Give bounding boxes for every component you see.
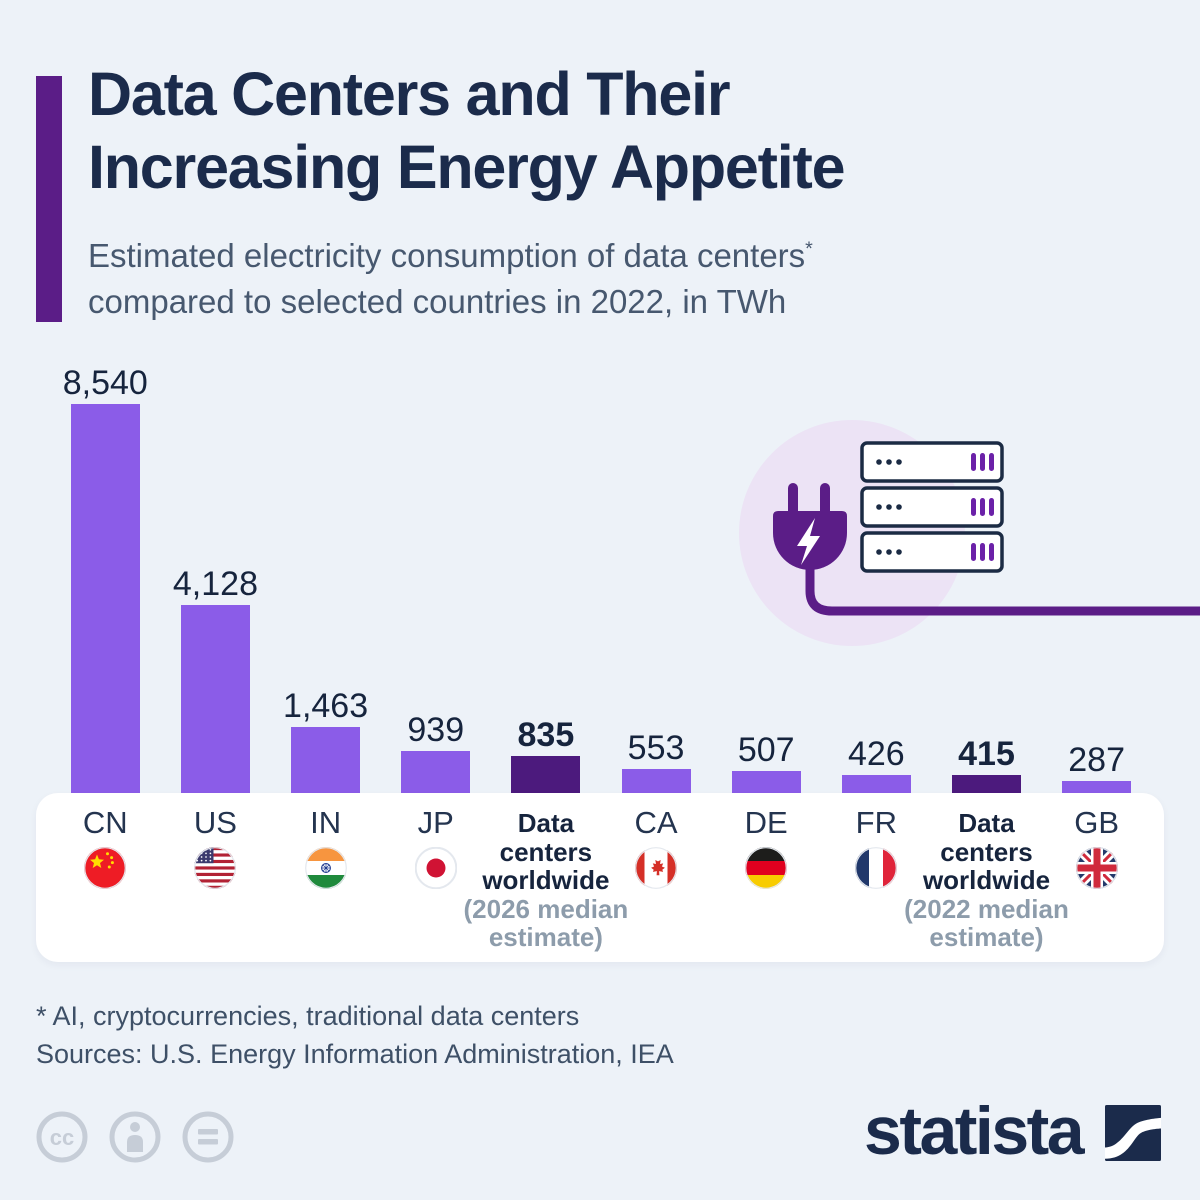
datacenter-plug-illustration [739, 420, 1200, 646]
group-label-line: centers [940, 836, 1033, 867]
lightning-bolt-icon [797, 518, 820, 565]
bar-fr [841, 775, 911, 794]
value-label-jp: 939 [407, 711, 465, 749]
value-label-de: 507 [737, 731, 795, 769]
value-label-cn: 8,540 [62, 364, 148, 402]
cc-icon: cc [36, 1111, 88, 1163]
server-unit-1 [860, 441, 1004, 483]
group-label-line: centers [499, 836, 593, 867]
title-line-1: Data Centers and Their [88, 60, 731, 128]
statista-mark-icon [1105, 1105, 1161, 1161]
value-label-gb: 287 [1068, 741, 1125, 779]
axis-label-jp: JP [376, 805, 496, 890]
axis-label-in: IN [266, 807, 386, 889]
axis-label-us: US [155, 807, 275, 889]
flag-ca-icon [635, 847, 678, 889]
group-sublabel-line: (2026 median [463, 893, 629, 924]
axis-label-de: DE [706, 807, 826, 889]
axis-label-data-centers-worldwide-2022-median-estimate: Data centers worldwide (2022 median estimate… [887, 809, 1087, 952]
bar-de [731, 771, 801, 794]
flag-de-icon [745, 847, 788, 889]
license-icons: cc [36, 1111, 234, 1163]
country-code-cn: CN [82, 805, 128, 840]
statista-wordmark: statista [864, 1093, 1085, 1169]
title-line-2: Increasing Energy Appetite [88, 133, 846, 201]
bar-cn [70, 404, 140, 794]
axis-label-ca: CA [596, 807, 716, 889]
flag-jp-icon [414, 846, 458, 890]
bar-data-centers-worldwide-2026-median-estimate [511, 756, 581, 794]
bar-jp [401, 751, 471, 794]
group-sublabel-line: (2022 median [904, 893, 1069, 924]
value-label-fr: 426 [847, 735, 905, 773]
country-code-gb: GB [1074, 805, 1120, 840]
server-rack-icon [860, 441, 1004, 573]
country-code-jp: JP [417, 805, 454, 840]
server-unit-2 [860, 486, 1004, 528]
subtitle-line-2: compared to selected countries in 2022, … [88, 283, 787, 320]
title-accent-bar [36, 76, 62, 322]
axis-label-fr: FR [816, 807, 936, 889]
flag-fr-icon [855, 847, 898, 889]
value-label-us: 4,128 [172, 565, 258, 603]
group-sublabel-line: estimate) [488, 922, 603, 952]
bar-data-centers-worldwide-2022-median-estimate [952, 775, 1021, 794]
page-title: Data Centers and Their Increasing Energy… [88, 58, 1138, 204]
country-code-us: US [193, 805, 237, 840]
sources-line: Sources: U.S. Energy Information Adminis… [36, 1039, 674, 1069]
country-code-in: IN [310, 805, 342, 840]
no-derivatives-equals-icon [182, 1111, 234, 1163]
axis-label-gb: GB [1037, 807, 1157, 889]
subtitle-line-1: Estimated electricity consumption of dat… [88, 237, 806, 274]
flag-in-icon [304, 847, 347, 889]
server-unit-3 [860, 531, 1004, 573]
value-label-ca: 553 [627, 729, 685, 767]
value-label-in: 1,463 [283, 687, 369, 725]
attribution-person-icon [109, 1111, 161, 1163]
flag-gb-icon [1075, 847, 1118, 889]
group-label-line: Data [958, 808, 1015, 838]
bar-us [180, 605, 250, 794]
axis-label-cn: CN [45, 807, 165, 889]
group-label-line: Data [517, 808, 575, 838]
bar-in [291, 727, 361, 794]
group-label-line: worldwide [482, 865, 610, 895]
group-sublabel-line: estimate) [929, 922, 1044, 952]
power-plug-icon [773, 483, 847, 570]
axis-label-data-centers-worldwide-2026-median-estimate: Data centers worldwide (2026 median estimate… [446, 809, 646, 952]
footnote-asterisk: * [805, 238, 813, 260]
flag-us-icon [194, 847, 237, 889]
value-label-data-centers-worldwide-2022-median-estimate: 415 [958, 735, 1015, 773]
bar-gb [1062, 781, 1132, 794]
group-label-line: worldwide [922, 865, 1051, 895]
country-code-de: DE [744, 805, 788, 840]
footnote: * AI, cryptocurrencies, traditional data… [36, 1001, 580, 1031]
country-code-fr: FR [855, 805, 897, 840]
flag-cn-icon [84, 847, 127, 889]
country-code-ca: CA [634, 805, 678, 840]
value-label-data-centers-worldwide-2026-median-estimate: 835 [517, 716, 575, 754]
svg-text:cc: cc [50, 1125, 74, 1150]
bar-ca [621, 769, 691, 794]
axis-label-strip: CN US IN JP Data centers worldwide (2026 median… [36, 793, 1164, 962]
chart-subtitle: Estimated electricity consumption of dat… [88, 226, 1138, 325]
power-cord-icon [805, 565, 1200, 616]
